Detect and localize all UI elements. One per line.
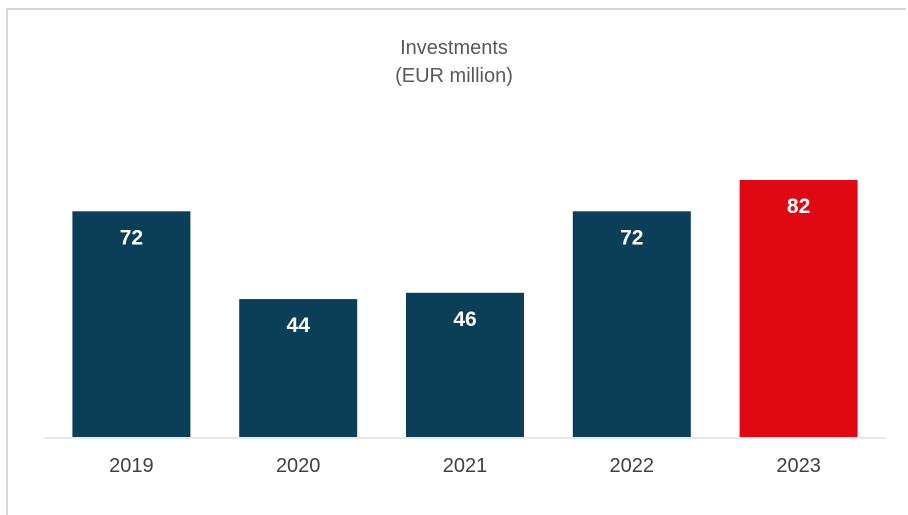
value-label-2020: 44 [287, 314, 311, 337]
value-label-2023: 82 [787, 195, 810, 218]
value-label-2021: 46 [453, 308, 476, 331]
category-label-2023: 2023 [776, 455, 821, 477]
bar-2021 [406, 292, 524, 437]
bar-2020 [239, 299, 358, 437]
category-label-2020: 2020 [276, 455, 321, 477]
bar-2023 [739, 180, 858, 437]
category-label-2021: 2021 [443, 455, 488, 477]
category-label-2022: 2022 [610, 455, 655, 477]
plot-area: 72 2019 44 2020 46 2021 72 2022 82 2023 [44, 180, 886, 477]
value-label-2019: 72 [120, 226, 143, 249]
category-label-2019: 2019 [109, 455, 154, 477]
bar-2022 [572, 211, 691, 437]
chart-title: Investments [400, 37, 508, 59]
value-label-2022: 72 [620, 226, 643, 249]
bar-2019 [72, 211, 191, 437]
chart-subtitle: (EUR million) [395, 65, 513, 87]
